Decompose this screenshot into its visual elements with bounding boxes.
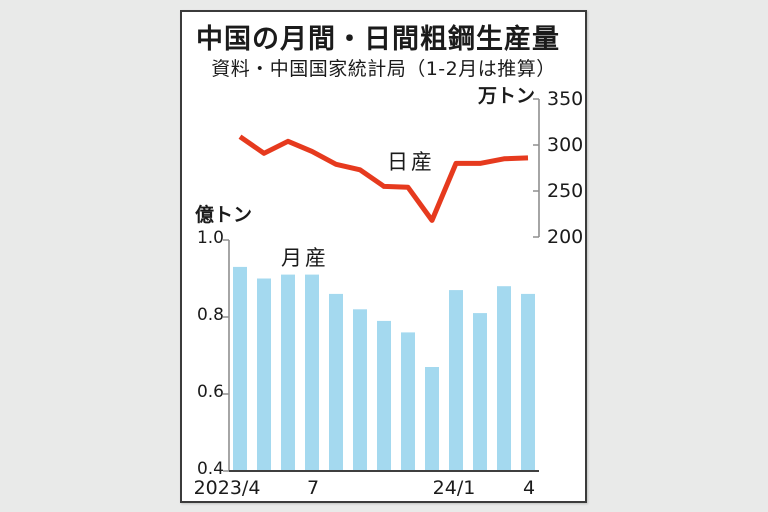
bar-month-24/1 xyxy=(449,290,463,471)
chart-panel: 中国の月間・日間粗鋼生産量 資料・中国国家統計局（1-2月は推算） 万トン 億ト… xyxy=(180,10,587,503)
x-axis-label-4: 4 xyxy=(522,477,536,499)
right-axis-unit-label: 万トン xyxy=(477,85,535,107)
right-axis-tick-250: 250 xyxy=(547,180,584,202)
bar-month-11 xyxy=(401,332,415,471)
bar-series-label: 月産 xyxy=(281,246,329,270)
right-axis-tick-300: 300 xyxy=(547,134,584,156)
bar-month-3 xyxy=(497,286,511,471)
daily-production-line xyxy=(238,134,529,223)
right-axis-tick-350: 350 xyxy=(547,88,584,110)
bar-month-10 xyxy=(377,320,391,471)
left-axis xyxy=(223,239,230,472)
x-axis-label-24-1: 24/1 xyxy=(432,477,476,499)
bar-month-5 xyxy=(257,278,271,471)
bar-month-7 xyxy=(305,274,319,471)
left-axis-tick-0.4: 0.4 xyxy=(196,459,224,479)
line-series-label: 日産 xyxy=(387,150,435,174)
x-axis-label-2023-4: 2023/4 xyxy=(193,477,261,499)
bar-month-2023/4 xyxy=(233,266,247,471)
x-axis-label-7: 7 xyxy=(306,477,320,499)
chart-source-note: 資料・中国国家統計局（1-2月は推算） xyxy=(211,58,556,80)
right-axis xyxy=(533,98,540,238)
chart-title: 中国の月間・日間粗鋼生産量 xyxy=(196,24,560,55)
right-axis-tick-200: 200 xyxy=(547,226,584,248)
bar-month-9 xyxy=(353,309,367,471)
bar-month-2 xyxy=(473,313,487,471)
bar-month-8 xyxy=(329,293,343,471)
bar-month-12 xyxy=(425,367,439,471)
chart-plot-area xyxy=(223,98,540,472)
left-axis-tick-0.8: 0.8 xyxy=(196,305,224,325)
bar-month-4 xyxy=(521,293,535,471)
bar-month-6 xyxy=(281,274,295,471)
left-axis-unit-label: 億トン xyxy=(195,204,253,226)
left-axis-tick-1.0: 1.0 xyxy=(196,228,224,248)
left-axis-tick-0.6: 0.6 xyxy=(196,382,224,402)
